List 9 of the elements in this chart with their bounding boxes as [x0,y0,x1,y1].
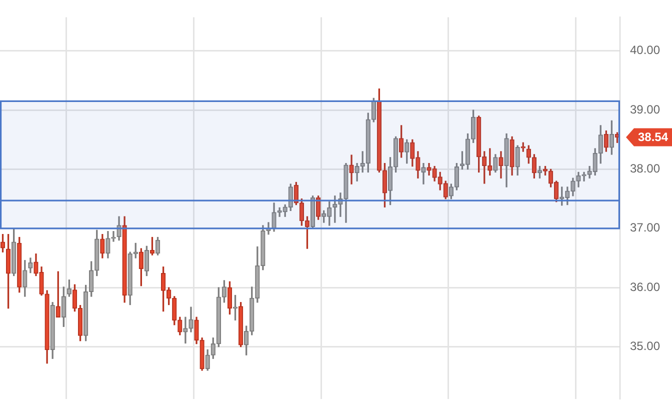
y-tick-label: 40.00 [630,43,660,58]
y-tick-label: 36.00 [630,280,660,294]
y-tick-label: 38.00 [630,162,660,176]
text: 38.54 [638,130,668,144]
y-tick-label: 37.00 [630,220,660,235]
y-tick-label: 35.00 [630,339,660,354]
candlestick [421,163,426,184]
y-tick-label: 39.00 [630,102,660,116]
candlestick [183,316,188,344]
